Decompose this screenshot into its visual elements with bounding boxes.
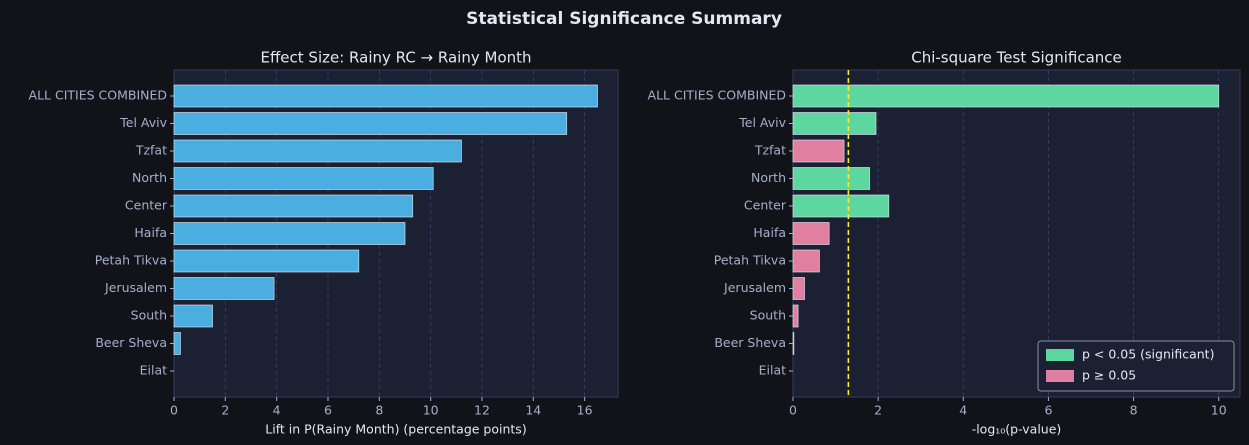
legend-swatch	[1046, 349, 1074, 361]
bar	[173, 277, 275, 300]
y-tick-label: Tzfat	[135, 143, 167, 158]
bar	[792, 112, 877, 135]
y-tick-label: Center	[744, 198, 787, 213]
bar	[173, 304, 213, 328]
x-tick-label: 4	[273, 403, 281, 418]
y-tick-label: ALL CITIES COMBINED	[648, 88, 786, 103]
y-tick-label: Jerusalem	[104, 280, 167, 295]
x-tick-label: 2	[221, 403, 229, 418]
bar	[792, 194, 890, 218]
bar	[792, 222, 830, 245]
y-tick-label: North	[751, 170, 786, 185]
x-tick-label: 0	[789, 403, 797, 418]
y-tick-label: Haifa	[753, 225, 786, 240]
x-tick-label: 6	[324, 403, 332, 418]
y-tick-label: Center	[125, 198, 168, 213]
x-tick-label: 0	[170, 403, 178, 418]
bar	[173, 112, 568, 135]
x-tick-label: 12	[474, 403, 490, 418]
bar	[792, 84, 1220, 108]
y-tick-label: North	[132, 170, 167, 185]
bar	[173, 194, 414, 218]
y-tick-label: Tel Aviv	[119, 115, 167, 130]
bar	[173, 249, 360, 273]
axes-title: Chi-square Test Significance	[911, 49, 1122, 67]
x-tick-label: 8	[375, 403, 383, 418]
y-tick-label: South	[131, 308, 167, 323]
bar	[792, 332, 795, 355]
legend-label: p < 0.05 (significant)	[1082, 347, 1214, 362]
legend-label: p ≥ 0.05	[1082, 368, 1136, 383]
bar	[792, 304, 799, 328]
y-tick-label: Jerusalem	[723, 280, 786, 295]
bar	[173, 222, 406, 245]
x-tick-label: 8	[1130, 403, 1138, 418]
bar	[173, 139, 462, 163]
x-tick-label: 2	[874, 403, 882, 418]
x-tick-label: 10	[423, 403, 439, 418]
y-tick-label: Haifa	[134, 225, 167, 240]
x-tick-label: 6	[1044, 403, 1052, 418]
y-tick-label: Beer Sheva	[714, 335, 786, 350]
bar	[792, 167, 871, 190]
y-tick-label: Petah Tikva	[714, 253, 786, 268]
x-axis-label: -log₁₀(p-value)	[972, 422, 1062, 437]
figure-title: Statistical Significance Summary	[466, 9, 782, 29]
legend-swatch	[1046, 370, 1074, 382]
bar	[173, 332, 181, 355]
axes-title: Effect Size: Rainy RC → Rainy Month	[260, 49, 531, 67]
y-tick-label: Eilat	[759, 363, 787, 378]
y-tick-label: Tzfat	[754, 143, 786, 158]
y-tick-label: South	[750, 308, 786, 323]
bar	[792, 249, 820, 273]
x-tick-label: 14	[525, 403, 541, 418]
bar	[792, 277, 805, 300]
x-tick-label: 16	[577, 403, 593, 418]
x-tick-label: 10	[1211, 403, 1227, 418]
bar	[792, 139, 845, 163]
y-tick-label: ALL CITIES COMBINED	[29, 88, 167, 103]
bar	[173, 84, 598, 108]
y-tick-label: Petah Tikva	[95, 253, 167, 268]
x-tick-label: 4	[959, 403, 967, 418]
y-tick-label: Tel Aviv	[738, 115, 786, 130]
y-tick-label: Eilat	[140, 363, 168, 378]
legend-box	[1037, 340, 1235, 392]
x-axis-label: Lift in P(Rainy Month) (percentage point…	[265, 422, 526, 437]
y-tick-label: Beer Sheva	[95, 335, 167, 350]
bar	[173, 167, 434, 190]
